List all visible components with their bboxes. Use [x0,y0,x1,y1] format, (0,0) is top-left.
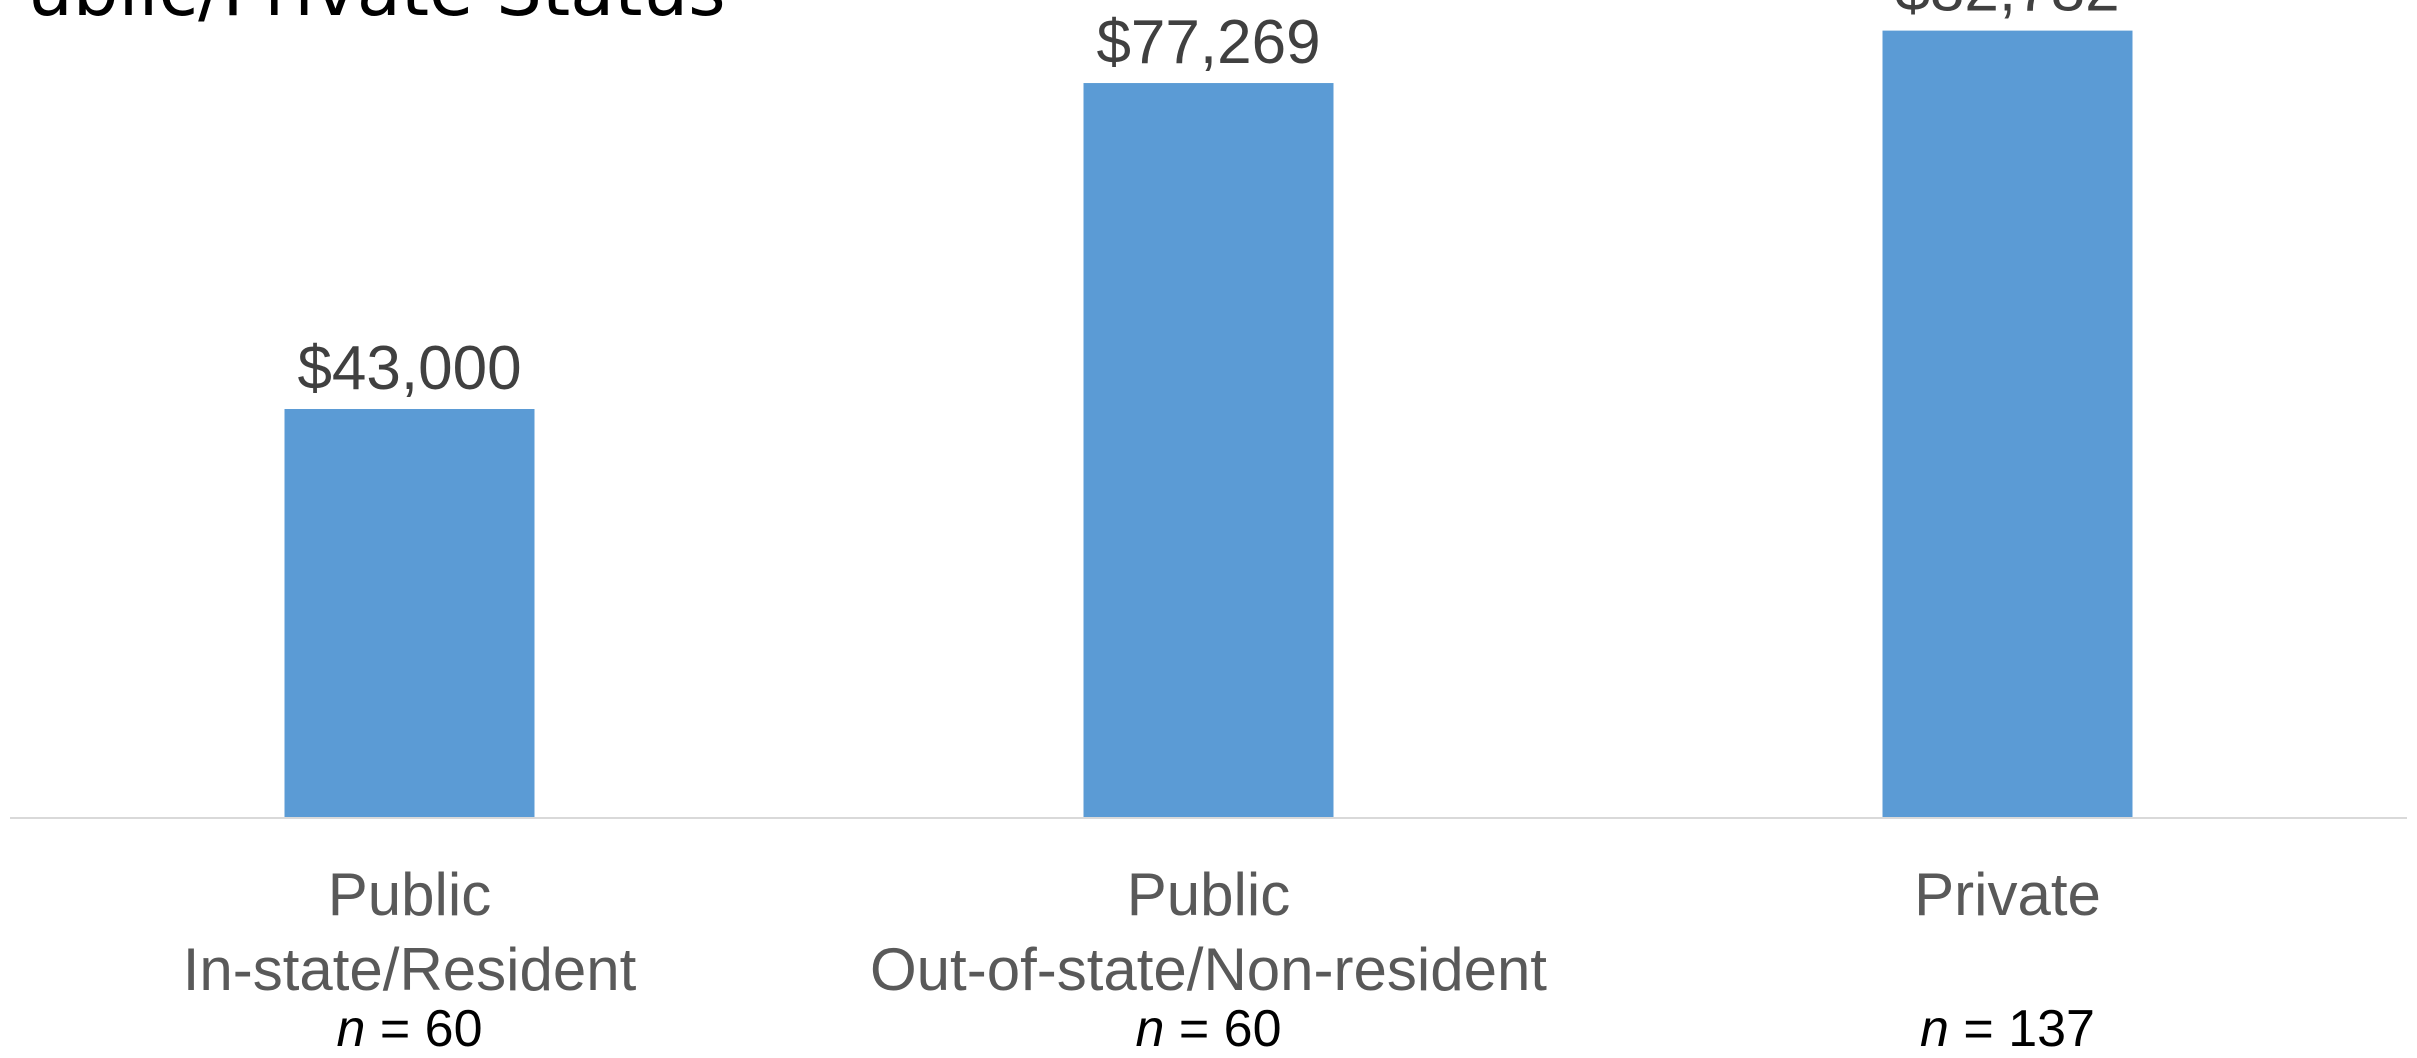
sample-size-value-2: = 137 [1949,1000,2095,1058]
bar-0 [284,409,535,818]
sample-size-label-2: n = 137 [1920,1000,2095,1058]
bar-1 [1083,83,1334,818]
sample-size-value-0: = 60 [365,1000,482,1058]
value-labels-group: $43,000 $77,269 $82,782 [297,0,2119,403]
sample-size-value-1: = 60 [1164,1000,1281,1058]
category-label-2-line-0: Private [1914,861,2101,928]
bar-2 [1882,30,2133,819]
sample-size-label-1: n = 60 [1135,1000,1281,1058]
category-label-1-line-0: Public [1127,861,1290,928]
bar-value-label-2: $82,782 [1895,0,2119,25]
category-label-0-line-0: Public [328,861,491,928]
sample-size-label-0: n = 60 [336,1000,482,1058]
bar-value-label-0: $43,000 [297,334,521,403]
category-label-1-line-1: Out-of-state/Non-resident [870,936,1547,1003]
bar-value-label-1: $77,269 [1096,8,1320,77]
sample-size-prefix-1: n [1135,1000,1164,1058]
chart-title: Public/Private Status [0,0,726,32]
sample-size-prefix-0: n [336,1000,365,1058]
sample-size-prefix-2: n [1920,1000,1949,1058]
category-label-0-line-1: In-state/Resident [183,936,637,1003]
bars-group [284,30,2133,819]
